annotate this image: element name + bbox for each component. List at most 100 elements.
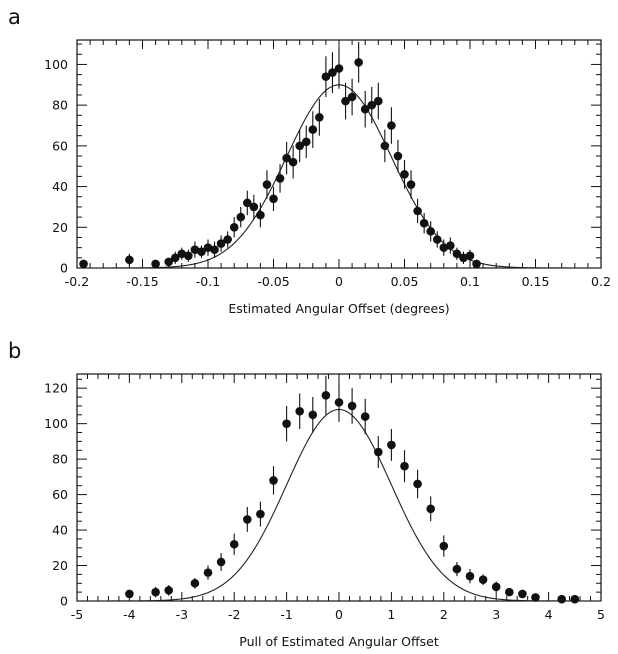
- data-point: [229, 539, 239, 549]
- y-tick-label: 20: [52, 220, 68, 235]
- x-tick-label: -4: [123, 607, 136, 622]
- data-point: [301, 137, 311, 147]
- x-tick-label: -0.15: [126, 274, 158, 289]
- data-point: [400, 461, 409, 471]
- data-point: [243, 515, 252, 524]
- data-point: [360, 412, 370, 421]
- x-tick-label: -0.2: [65, 274, 89, 289]
- data-point: [275, 174, 285, 183]
- data-point: [334, 398, 344, 407]
- data-point: [380, 141, 390, 151]
- data-point: [236, 212, 246, 222]
- data-point: [315, 113, 324, 122]
- x-tick-label: -2: [228, 607, 240, 622]
- data-point: [452, 564, 462, 574]
- data-point: [308, 125, 318, 134]
- y-tick-label: 20: [52, 558, 68, 573]
- data-point: [472, 259, 481, 269]
- data-point: [446, 241, 455, 250]
- data-point: [79, 259, 88, 269]
- data-point: [125, 255, 134, 265]
- data-point: [387, 440, 396, 450]
- data-point: [203, 243, 213, 252]
- data-point: [518, 589, 527, 599]
- y-tick-label: 80: [52, 98, 68, 113]
- panel-a: a -0.2 -0.15 -0.1 -0.05 0 0.05 0.1 0.15 0.2 0 20 40 6…: [8, 5, 611, 316]
- x-tick-label: 0.1: [460, 274, 480, 289]
- data-point: [164, 257, 173, 267]
- data-point: [505, 587, 514, 597]
- fit-curve: [77, 408, 601, 602]
- data-point: [229, 222, 239, 232]
- data-point: [347, 401, 357, 411]
- data-point: [413, 206, 422, 216]
- data-point: [400, 170, 409, 179]
- y-tick-label: 40: [52, 179, 68, 194]
- data-point: [557, 594, 566, 604]
- data-point: [432, 235, 442, 244]
- data-point: [203, 568, 213, 577]
- y-tick-label: 100: [44, 57, 68, 72]
- data-point: [439, 243, 449, 252]
- x-tick-label: 0.15: [522, 274, 550, 289]
- x-tick-label: 0.05: [391, 274, 419, 289]
- data-point: [288, 157, 298, 167]
- data-point: [459, 253, 468, 263]
- data-point: [282, 153, 291, 163]
- data-point: [570, 594, 580, 604]
- x-tick-label: -1: [280, 607, 292, 622]
- data-point: [426, 504, 436, 514]
- x-tick-label: 5: [597, 607, 605, 622]
- panel-b: b -5 -4 -3 -2 -1 0 1 2 3 4 5 0 20 40 60 80 100 120 Pull of …: [8, 339, 605, 649]
- y-tick-label: 60: [52, 138, 68, 153]
- data-point: [478, 575, 488, 585]
- y-tick-label: 80: [52, 452, 68, 467]
- data-point: [243, 198, 252, 208]
- panel-letter: a: [8, 5, 21, 29]
- x-tick-label: -0.1: [196, 274, 220, 289]
- data-point: [491, 582, 501, 592]
- x-tick-label: 1: [387, 607, 395, 622]
- data-point: [354, 58, 363, 67]
- data-point: [406, 180, 416, 189]
- x-tick-label: 0.2: [591, 274, 611, 289]
- data-point: [347, 92, 357, 102]
- x-tick-label: -0.05: [257, 274, 289, 289]
- fit-curve: [77, 84, 601, 269]
- data-point: [465, 571, 475, 581]
- y-tick-label: 0: [60, 261, 68, 276]
- data-point: [216, 557, 226, 567]
- data-point: [419, 218, 429, 228]
- data-point: [360, 104, 370, 114]
- x-tick-label: 0: [335, 274, 343, 289]
- x-tick-label: -5: [71, 607, 83, 622]
- data-point: [374, 96, 383, 106]
- y-tick-label: 120: [44, 381, 68, 396]
- data-point: [249, 202, 259, 212]
- data-point: [125, 589, 134, 599]
- data-point: [190, 245, 200, 254]
- x-axis-label: Pull of Estimated Angular Offset: [239, 634, 439, 649]
- data-point: [465, 251, 475, 261]
- data-point: [308, 410, 318, 420]
- data-point: [426, 227, 436, 236]
- data-point: [328, 68, 337, 77]
- data-point: [269, 194, 278, 204]
- data-point: [321, 72, 331, 81]
- data-point: [210, 245, 219, 254]
- panel-letter: b: [8, 339, 21, 363]
- data-point: [321, 390, 331, 400]
- data-point: [216, 239, 226, 248]
- data-point: [151, 587, 160, 597]
- data-point: [190, 578, 200, 588]
- x-tick-label: 2: [440, 607, 448, 622]
- data-point: [341, 96, 350, 106]
- data-point: [164, 586, 173, 595]
- data-point: [334, 64, 344, 73]
- y-tick-label: 60: [52, 487, 68, 502]
- data-point: [413, 479, 422, 489]
- x-tick-label: 4: [545, 607, 553, 622]
- data-point: [223, 235, 232, 244]
- data-point: [295, 406, 305, 416]
